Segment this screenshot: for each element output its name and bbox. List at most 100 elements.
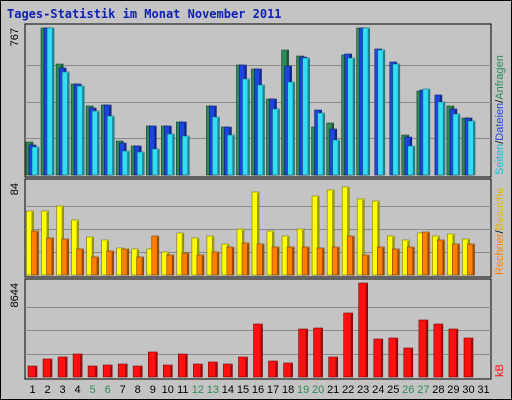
bar-rechner-day-15 — [241, 242, 250, 276]
x-tick-label: 27 — [417, 384, 429, 396]
legend-item: Anfragen — [494, 55, 506, 100]
bar-rechner-day-23 — [361, 254, 370, 276]
bar-seiten-day-29 — [452, 113, 461, 176]
legend-item: kB — [494, 364, 506, 377]
bar-kb-day-19 — [298, 328, 308, 378]
y-max-label: 8644 — [9, 283, 21, 307]
legend-item: / — [494, 99, 506, 103]
bar-rechner-day-2 — [46, 237, 54, 276]
bar-kb-day-25 — [388, 337, 399, 378]
bar-besuche-day-5 — [86, 236, 94, 276]
x-tick-label: 22 — [342, 384, 354, 396]
x-tick-label: 6 — [105, 384, 111, 396]
bar-kb-day-2 — [42, 358, 53, 378]
bar-rechner-day-5 — [91, 256, 99, 276]
legend-item: Dateien — [494, 103, 506, 141]
x-tick-label: 11 — [177, 384, 188, 396]
bar-seiten-day-9 — [152, 148, 160, 176]
bar-seiten-day-15 — [242, 78, 250, 176]
bar-kb-day-18 — [283, 362, 293, 378]
panel-middle: 84 — [9, 178, 492, 278]
bar-kb-day-4 — [72, 353, 83, 378]
legend-item: Besuche — [494, 188, 506, 231]
bar-rechner-day-12 — [196, 254, 205, 276]
bar-seiten-day-4 — [76, 85, 85, 176]
bar-seiten-day-24 — [377, 49, 386, 176]
bar-rechner-day-20 — [316, 247, 325, 276]
bar-rechner-day-29 — [452, 243, 460, 276]
bar-rechner-day-17 — [271, 246, 280, 276]
bar-rechner-day-9 — [151, 235, 160, 276]
bar-seiten-day-18 — [287, 81, 295, 176]
x-tick-label: 23 — [357, 384, 369, 396]
bar-rechner-day-10 — [166, 254, 175, 276]
bar-rechner-day-4 — [76, 248, 84, 276]
x-tick-label: 4 — [75, 384, 81, 396]
bar-kb-day-1 — [27, 365, 38, 378]
bar-rechner-day-22 — [346, 235, 355, 276]
x-tick-label: 5 — [90, 384, 96, 396]
x-tick-label: 16 — [252, 384, 264, 396]
bar-seiten-day-10 — [167, 133, 175, 176]
bar-seiten-day-2 — [46, 27, 55, 176]
bar-kb-day-30 — [463, 337, 474, 378]
bar-rechner-day-13 — [211, 251, 220, 276]
panel-bottom: 8644 — [9, 278, 492, 380]
bar-kb-day-3 — [57, 356, 68, 378]
bar-kb-day-20 — [313, 327, 323, 378]
bar-seiten-day-27 — [422, 88, 431, 176]
bar-kb-day-15 — [238, 356, 248, 378]
legend-item: / — [494, 140, 506, 144]
bar-kb-day-22 — [343, 312, 354, 378]
bar-kb-day-24 — [373, 338, 384, 378]
bar-rechner-day-18 — [286, 246, 295, 276]
x-tick-label: 29 — [447, 384, 459, 396]
x-tick-label: 19 — [297, 384, 309, 396]
bar-seiten-day-22 — [347, 57, 356, 176]
bar-kb-day-28 — [433, 323, 444, 378]
bar-besuche-day-20 — [311, 195, 320, 276]
bar-kb-day-29 — [448, 328, 459, 378]
bar-seiten-day-7 — [121, 150, 130, 176]
x-tick-label: 28 — [432, 384, 444, 396]
bar-seiten-day-17 — [272, 108, 280, 176]
bar-kb-day-8 — [132, 365, 143, 378]
bar-kb-day-26 — [403, 347, 414, 378]
legend-top: Seiten/Dateien/Anfragen — [494, 55, 506, 175]
bar-seiten-day-23 — [362, 27, 371, 176]
bar-seiten-day-11 — [182, 135, 190, 176]
bar-seiten-day-16 — [257, 84, 265, 176]
bar-rechner-day-1 — [31, 230, 39, 276]
legend-item: Rechner — [494, 233, 506, 275]
x-tick-label: 13 — [207, 384, 219, 396]
bar-kb-day-11 — [178, 353, 188, 378]
legend-bottom: kB — [494, 364, 506, 377]
bar-kb-day-10 — [163, 364, 173, 378]
x-tick-label: 24 — [372, 384, 384, 396]
x-tick-label: 2 — [44, 384, 50, 396]
x-tick-label: 25 — [387, 384, 399, 396]
bar-kb-day-9 — [148, 351, 158, 378]
y-max-label: 767 — [9, 28, 21, 46]
x-tick-label: 14 — [222, 384, 234, 396]
bar-rechner-day-30 — [467, 243, 475, 276]
bar-kb-day-12 — [193, 363, 203, 378]
x-tick-label: 20 — [312, 384, 324, 396]
x-tick-label: 8 — [135, 384, 141, 396]
bar-kb-day-17 — [268, 360, 278, 378]
bar-seiten-day-8 — [136, 151, 145, 176]
bar-seiten-day-13 — [212, 116, 220, 176]
bar-rechner-day-11 — [181, 252, 190, 276]
bar-kb-day-23 — [358, 282, 369, 378]
bar-besuche-day-16 — [251, 191, 260, 276]
bar-kb-day-13 — [208, 361, 218, 378]
bar-rechner-day-8 — [136, 256, 144, 276]
bar-besuche-day-24 — [371, 200, 380, 276]
bar-rechner-day-14 — [226, 246, 235, 276]
bar-seiten-day-14 — [227, 134, 235, 176]
y-max-label: 84 — [9, 183, 21, 195]
bar-kb-day-21 — [328, 356, 339, 378]
bar-rechner-day-25 — [391, 248, 400, 276]
x-tick-label: 7 — [120, 384, 126, 396]
